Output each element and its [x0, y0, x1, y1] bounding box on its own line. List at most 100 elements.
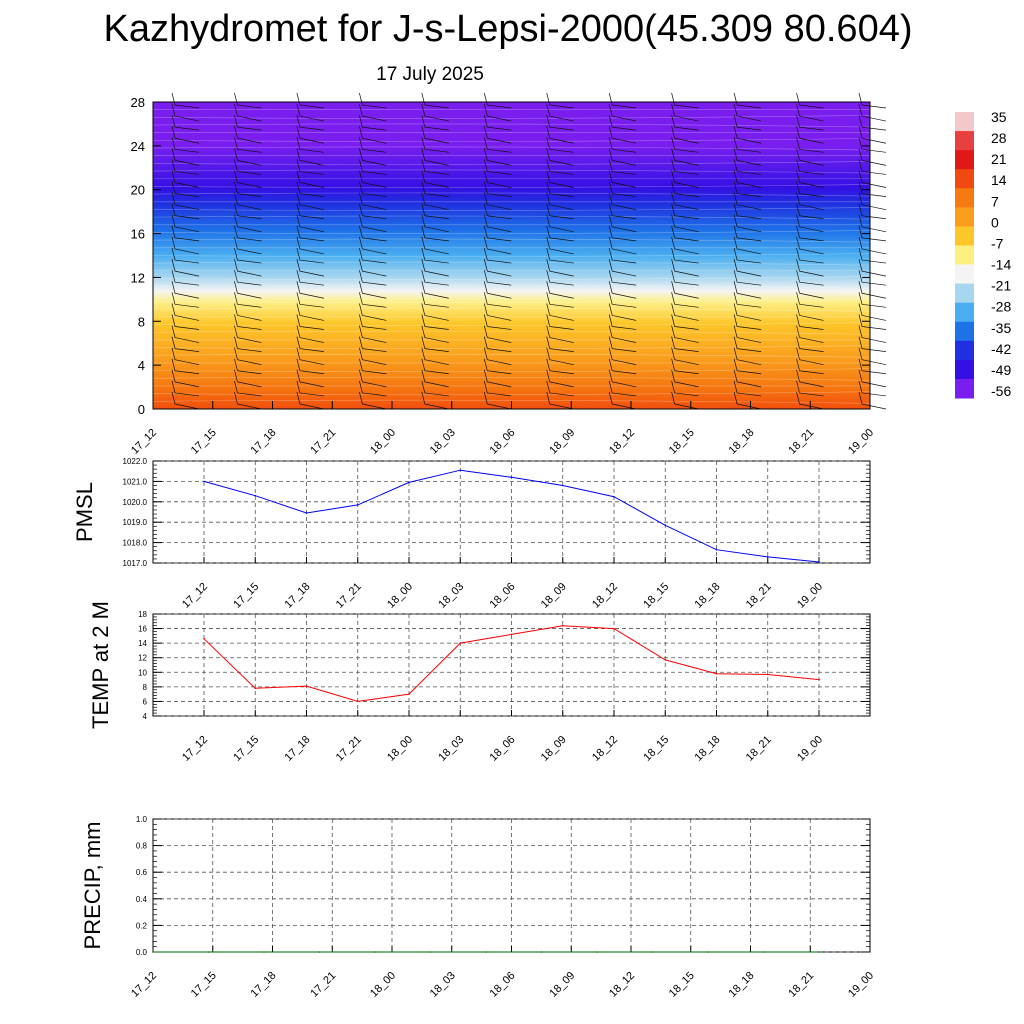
- x-tick-label: 17_18: [249, 970, 279, 1000]
- colorbar-swatch: [955, 188, 974, 208]
- wind-barb: [733, 380, 738, 394]
- wind-barb-flag: [362, 403, 387, 410]
- wind-barb-flag: [737, 126, 762, 131]
- wind-barb-flag: [174, 148, 200, 153]
- wind-barb-flag: [424, 171, 449, 175]
- wind-barb-flag: [174, 160, 200, 166]
- wind-barb-flag: [362, 381, 387, 388]
- wind-barb: [296, 126, 301, 139]
- wind-barb: [483, 391, 488, 405]
- wind-barb-flag: [674, 370, 699, 375]
- wind-barb-flag: [737, 348, 762, 352]
- wind-barb: [359, 391, 363, 405]
- wind-barb-flag: [299, 137, 324, 144]
- wind-barb-flag: [424, 292, 449, 299]
- wind-barb: [421, 159, 426, 172]
- wind-barb: [483, 347, 488, 360]
- wind-barb: [796, 303, 800, 316]
- data-point: [664, 659, 667, 661]
- wind-barb-flag: [861, 281, 887, 286]
- colorbar-label: 0: [991, 214, 999, 230]
- wind-barb: [546, 225, 551, 238]
- wind-barb-flag: [487, 104, 512, 109]
- data-point: [207, 951, 210, 953]
- data-point: [318, 951, 321, 953]
- wind-barb: [796, 225, 800, 238]
- wind-barb-flag: [674, 160, 699, 166]
- x-tick-label: 18_12: [590, 734, 620, 764]
- wind-barb: [608, 336, 613, 349]
- x-tick-label: 17_15: [231, 581, 261, 611]
- wind-barb-flag: [174, 337, 200, 343]
- wind-barb: [171, 170, 176, 183]
- wind-barb-flag: [861, 381, 887, 388]
- wind-barb: [671, 115, 675, 128]
- wind-barb-flag: [424, 370, 449, 375]
- wind-barb: [608, 126, 613, 139]
- wind-barb-flag: [487, 381, 512, 388]
- wind-barb: [733, 292, 738, 305]
- data-point: [459, 469, 462, 471]
- wind-barb-flag: [549, 259, 574, 264]
- wind-barb-flag: [299, 104, 324, 109]
- wind-barb-flag: [674, 359, 699, 366]
- y-tick-label: 1.0: [136, 815, 148, 824]
- y-tick-label: 18: [138, 610, 147, 619]
- wind-barb-flag: [612, 370, 637, 375]
- wind-barb: [608, 347, 613, 360]
- wind-barb-flag: [549, 171, 574, 175]
- wind-barb-flag: [612, 115, 637, 122]
- wind-barb: [608, 225, 613, 238]
- x-tick-label: 17_12: [129, 970, 159, 1000]
- wind-barb: [359, 303, 363, 316]
- wind-barb-flag: [674, 281, 699, 286]
- wind-barb-flag: [737, 204, 762, 211]
- wind-barb-flag: [174, 193, 200, 197]
- wind-barb-flag: [861, 337, 887, 343]
- x-tick-label: 18_12: [607, 427, 637, 457]
- wind-barb-flag: [299, 193, 324, 197]
- x-tick-label: 18_09: [547, 970, 577, 1000]
- wind-barb: [171, 181, 176, 194]
- wind-barb-flag: [299, 392, 324, 397]
- wind-barb: [359, 126, 363, 139]
- wind-barb: [796, 391, 800, 405]
- wind-barb-flag: [174, 182, 200, 188]
- chart-title: Kazhydromet for J-s-Lepsi-2000(45.309 80…: [103, 8, 913, 50]
- wind-barb: [421, 148, 426, 161]
- contour-line: [152, 169, 871, 174]
- x-tick-label: 18_21: [786, 427, 816, 457]
- wind-barb-flag: [362, 204, 387, 211]
- wind-barb: [421, 115, 426, 128]
- wind-barb-flag: [674, 259, 699, 264]
- wind-barb: [858, 369, 863, 382]
- wind-barb-flag: [487, 281, 512, 286]
- x-tick-label: 18_00: [385, 581, 415, 611]
- wind-barb-flag: [424, 270, 449, 277]
- data-point: [561, 624, 564, 627]
- colorbar-label: -28: [991, 299, 1011, 315]
- wind-barb-flag: [549, 370, 574, 375]
- wind-barb: [359, 203, 363, 216]
- x-tick-label: 18_00: [385, 734, 415, 764]
- wind-barb: [546, 126, 551, 139]
- wind-barb: [796, 358, 800, 371]
- wind-barb-flag: [737, 148, 762, 153]
- wind-barb: [733, 92, 738, 106]
- wind-barb-flag: [737, 326, 762, 330]
- wind-barb: [546, 314, 551, 327]
- wind-barb: [671, 380, 675, 394]
- contour-line: [152, 230, 871, 234]
- x-tick-label: 18_03: [428, 970, 458, 1000]
- wind-barb: [858, 270, 863, 283]
- wind-barb: [421, 214, 426, 227]
- wind-barb-flag: [861, 259, 887, 264]
- wind-barb: [733, 358, 738, 371]
- wind-barb-flag: [487, 215, 512, 220]
- wind-barb: [296, 203, 301, 216]
- wind-barb-flag: [174, 370, 200, 375]
- wind-barb: [171, 103, 176, 117]
- wind-barb-flag: [424, 193, 449, 197]
- wind-barb: [546, 358, 551, 371]
- wind-barb-flag: [737, 292, 762, 299]
